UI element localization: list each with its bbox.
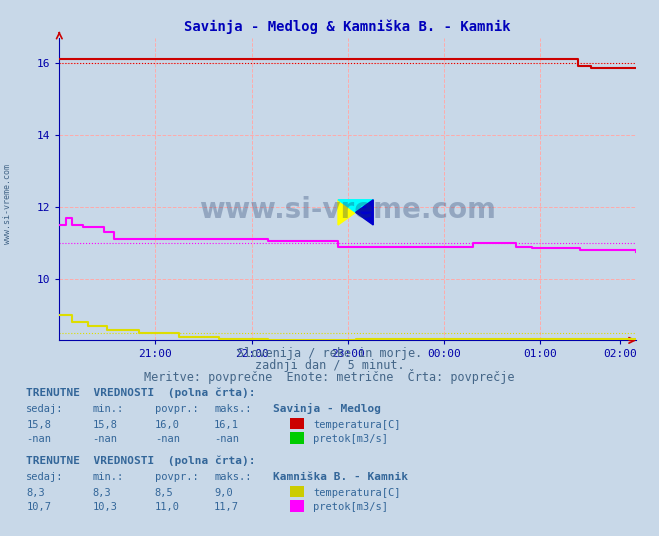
Text: 15,8: 15,8 bbox=[26, 420, 51, 430]
Text: temperatura[C]: temperatura[C] bbox=[313, 420, 401, 430]
Text: Savinja - Medlog: Savinja - Medlog bbox=[273, 403, 382, 414]
Text: www.si-vreme.com: www.si-vreme.com bbox=[199, 196, 496, 224]
Text: sedaj:: sedaj: bbox=[26, 404, 64, 414]
Text: sedaj:: sedaj: bbox=[26, 472, 64, 482]
Text: pretok[m3/s]: pretok[m3/s] bbox=[313, 434, 388, 444]
Text: -nan: -nan bbox=[92, 434, 117, 444]
Text: 11,7: 11,7 bbox=[214, 502, 239, 512]
Polygon shape bbox=[338, 200, 373, 212]
Text: pretok[m3/s]: pretok[m3/s] bbox=[313, 502, 388, 512]
Text: zadnji dan / 5 minut.: zadnji dan / 5 minut. bbox=[254, 359, 405, 372]
Text: -nan: -nan bbox=[155, 434, 180, 444]
Text: Meritve: povprečne  Enote: metrične  Črta: povprečje: Meritve: povprečne Enote: metrične Črta:… bbox=[144, 369, 515, 384]
Text: 16,0: 16,0 bbox=[155, 420, 180, 430]
Text: 9,0: 9,0 bbox=[214, 488, 233, 498]
Text: 8,5: 8,5 bbox=[155, 488, 173, 498]
Text: temperatura[C]: temperatura[C] bbox=[313, 488, 401, 498]
Text: 8,3: 8,3 bbox=[92, 488, 111, 498]
Text: 15,8: 15,8 bbox=[92, 420, 117, 430]
Polygon shape bbox=[338, 200, 356, 225]
Text: maks.:: maks.: bbox=[214, 404, 252, 414]
Text: maks.:: maks.: bbox=[214, 472, 252, 482]
Text: 10,7: 10,7 bbox=[26, 502, 51, 512]
Text: 10,3: 10,3 bbox=[92, 502, 117, 512]
Text: TRENUTNE  VREDNOSTI  (polna črta):: TRENUTNE VREDNOSTI (polna črta): bbox=[26, 387, 256, 398]
Text: 8,3: 8,3 bbox=[26, 488, 45, 498]
Text: povpr.:: povpr.: bbox=[155, 404, 198, 414]
Title: Savinja - Medlog & Kamniška B. - Kamnik: Savinja - Medlog & Kamniška B. - Kamnik bbox=[185, 19, 511, 34]
Polygon shape bbox=[356, 200, 373, 225]
Text: 16,1: 16,1 bbox=[214, 420, 239, 430]
Text: -nan: -nan bbox=[26, 434, 51, 444]
Text: min.:: min.: bbox=[92, 472, 123, 482]
Text: 11,0: 11,0 bbox=[155, 502, 180, 512]
Text: min.:: min.: bbox=[92, 404, 123, 414]
Text: povpr.:: povpr.: bbox=[155, 472, 198, 482]
Text: Kamniška B. - Kamnik: Kamniška B. - Kamnik bbox=[273, 472, 409, 482]
Text: TRENUTNE  VREDNOSTI  (polna črta):: TRENUTNE VREDNOSTI (polna črta): bbox=[26, 455, 256, 466]
Text: -nan: -nan bbox=[214, 434, 239, 444]
Text: www.si-vreme.com: www.si-vreme.com bbox=[3, 163, 13, 244]
Text: Slovenija / reke in morje.: Slovenija / reke in morje. bbox=[237, 347, 422, 360]
